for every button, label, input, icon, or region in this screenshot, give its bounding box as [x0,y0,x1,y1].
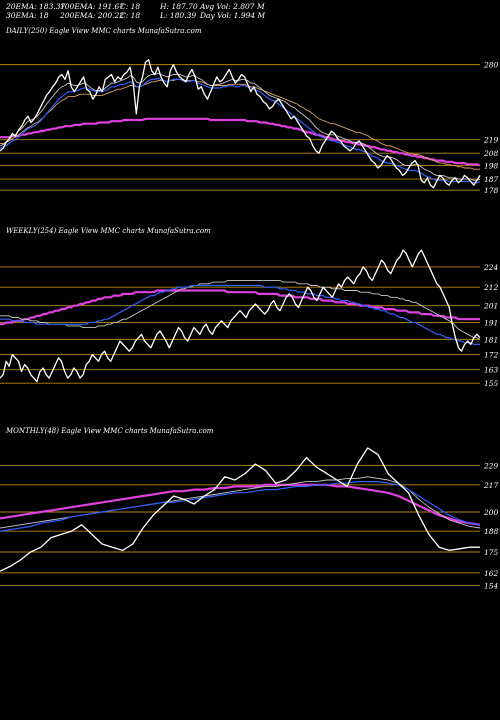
monthly-panel-title: MONTHLY(48) Eagle View MMC charts Munafa… [6,427,214,435]
weekly-ema-magenta-line [0,289,480,326]
daily-tick-label-280: 280 [483,61,499,70]
daily-ema-short-line [0,72,481,181]
weekly-ema-blue-line [0,284,480,345]
header-row2-item-4: Day Vol: 1.994 M [200,11,266,20]
monthly-ema-magenta-line [0,483,481,526]
daily-tick-label-178: 178 [484,186,499,195]
weekly-panel-title: WEEKLY(254) Eagle View MMC charts Munafa… [6,227,211,235]
weekly-tick-label-155: 155 [484,379,499,388]
daily-tick-label-198: 198 [484,162,499,171]
header-row1-item-3: H: 187.70 [160,2,198,11]
daily-tick-label-208: 208 [483,149,499,158]
header-row1-item-4: Avg Vol: 2.807 M [200,2,265,11]
weekly-tick-label-201: 201 [483,302,498,311]
weekly-tick-label-163: 163 [484,366,499,375]
header-row2-item-0: 30EMA: 18 [6,11,49,20]
monthly-tick-label-217: 217 [483,481,499,490]
daily-ema-blue-line [0,77,481,184]
header-row1-item-0: 20EMA: 183.37 [6,2,66,11]
weekly-tick-label-212: 212 [483,283,499,292]
monthly-tick-label-154: 154 [484,582,499,591]
weekly-tick-label-181: 181 [484,335,498,344]
header-row1-item-2: C: 18 [120,2,141,11]
monthly-tick-label-188: 188 [484,527,499,536]
monthly-tick-label-175: 175 [484,548,499,557]
weekly-tick-label-172: 172 [484,351,499,360]
weekly-price-line [0,249,481,383]
daily-ema-magenta-line [0,117,481,167]
monthly-tick-label-229: 229 [483,462,499,471]
daily-ema-mid-line [0,78,480,170]
daily-panel-title: DAILY(250) Eagle View MMC charts MunafaS… [6,27,202,35]
monthly-tick-label-162: 162 [484,569,499,578]
header-row2-item-3: L: 180.39 [160,11,197,20]
daily-tick-label-187: 187 [484,175,499,184]
monthly-tick-label-200: 200 [483,508,499,517]
header-row2-item-2: C: 18 [120,11,141,20]
daily-price-line [0,59,481,189]
header-row2-item-1: 200EMA: 200.22 [60,11,125,20]
weekly-tick-label-191: 191 [484,319,498,328]
monthly-price-line [0,447,480,572]
daily-tick-label-219: 219 [483,136,499,145]
header-row1-item-1: 100EMA: 191.67 [60,2,125,11]
weekly-ema-short-line [0,279,481,340]
weekly-tick-label-224: 224 [483,263,499,272]
